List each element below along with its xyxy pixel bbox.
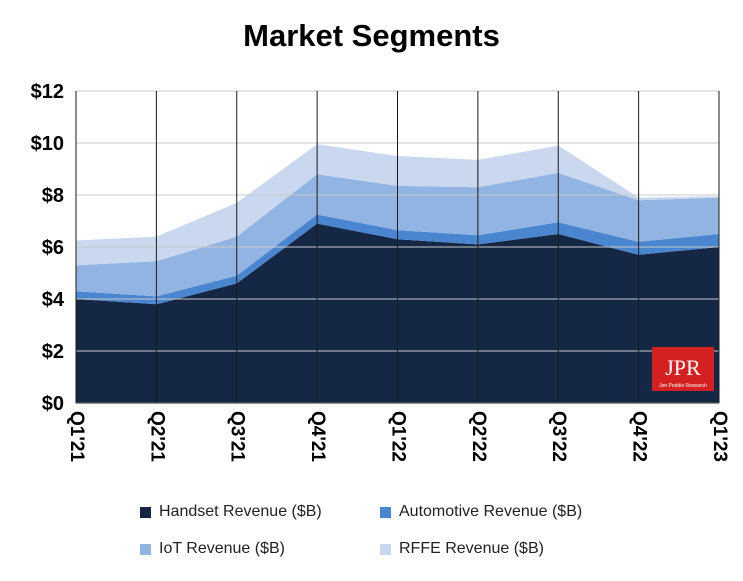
- y-tick-label: $4: [42, 289, 65, 311]
- logo-background: [652, 347, 714, 391]
- logo-text: JPR: [665, 355, 701, 380]
- x-tick-label: Q4'21: [307, 411, 328, 462]
- grid-lines: [75, 90, 720, 404]
- x-tick-label: Q3'21: [227, 411, 248, 462]
- x-tick-label: Q2'21: [146, 411, 167, 462]
- x-tick-label: Q1'23: [709, 411, 730, 462]
- jpr-logo: JPR Jon Peddie Research: [652, 347, 714, 391]
- x-tick-label: Q3'22: [548, 411, 569, 462]
- y-tick-label: $8: [42, 185, 64, 207]
- y-tick-label: $10: [31, 133, 64, 155]
- y-tick-label: $12: [31, 81, 64, 103]
- x-tick-label: Q2'22: [468, 411, 489, 462]
- chart-title: Market Segments: [243, 18, 500, 53]
- x-tick-label: Q1'21: [66, 411, 87, 462]
- y-tick-label: $2: [42, 341, 64, 363]
- logo-subtext: Jon Peddie Research: [659, 383, 707, 389]
- y-axis-ticks: $0 $2 $4 $6 $8 $10 $12: [31, 81, 65, 415]
- x-tick-label: Q4'22: [629, 411, 650, 462]
- y-tick-label: $6: [42, 237, 64, 259]
- y-tick-label: $0: [42, 393, 64, 415]
- x-axis-ticks: Q1'21 Q2'21 Q3'21 Q4'21 Q1'22 Q2'22 Q3'22 Q4'22…: [66, 411, 730, 462]
- x-tick-label: Q1'22: [387, 411, 408, 462]
